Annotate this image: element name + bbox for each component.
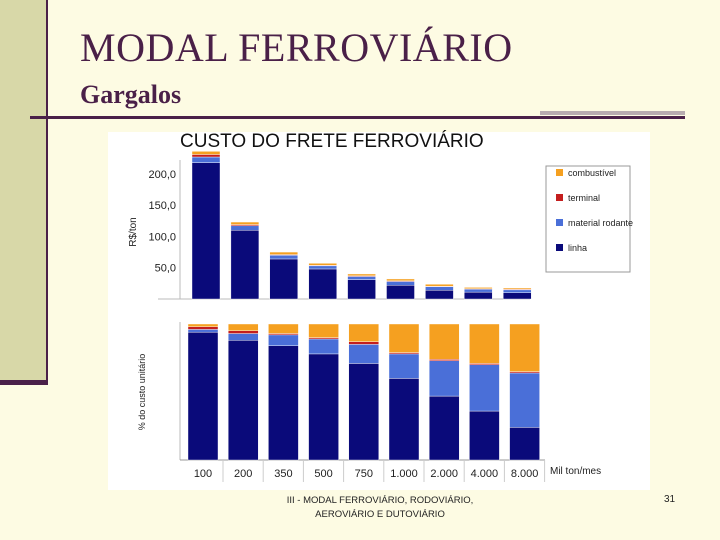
- top-bar-segment: [308, 268, 337, 300]
- top-bar-segment: [425, 284, 454, 287]
- top-bar-segment: [230, 221, 260, 225]
- legend-label: terminal: [568, 193, 600, 203]
- bottom-y-axis-label: % do custo unitário: [137, 354, 147, 431]
- top-bar-segment: [386, 285, 415, 300]
- x-tick-label: 350: [274, 468, 292, 480]
- bottom-bar-segment: [469, 363, 500, 366]
- bottom-bar-segment: [187, 329, 219, 333]
- legend-swatch: [556, 169, 563, 176]
- top-y-axis-label: R$/ton: [128, 217, 139, 246]
- top-bar-segment: [191, 162, 221, 300]
- top-bar-segment: [269, 255, 298, 260]
- bottom-bar-segment: [227, 323, 259, 332]
- legend-box: [545, 165, 631, 273]
- legend-label: linha: [568, 243, 587, 253]
- bottom-bar-segment: [429, 395, 460, 461]
- bottom-bar-segment: [509, 323, 540, 372]
- bottom-bar-segment: [227, 340, 259, 461]
- bottom-bar-segment: [469, 410, 500, 461]
- bottom-bar-segment: [388, 378, 420, 461]
- footer-line-2: AEROVIÁRIO E DUTOVIÁRIO: [315, 509, 445, 520]
- bottom-bar-segment: [268, 345, 299, 461]
- top-bar-segment: [464, 291, 493, 300]
- top-bar-segment: [347, 273, 376, 277]
- bottom-bar-segment: [227, 333, 259, 341]
- legend-label: material rodante: [568, 218, 633, 228]
- bottom-bar-segment: [187, 331, 219, 461]
- top-bar-segment: [425, 286, 454, 291]
- bottom-bar-segment: [469, 364, 500, 412]
- legend-swatch: [556, 219, 563, 226]
- bottom-bar-segment: [388, 352, 420, 355]
- bottom-bar-segment: [348, 341, 379, 345]
- top-bar-segment: [386, 281, 415, 286]
- legend-swatch: [556, 244, 563, 251]
- bottom-bar-segment: [469, 323, 500, 364]
- top-bar-segment: [230, 225, 260, 231]
- bottom-bar-segment: [509, 372, 540, 428]
- x-tick-label: 200: [234, 468, 252, 480]
- x-tick-label: 500: [314, 468, 332, 480]
- bottom-bar-segment: [509, 371, 540, 374]
- x-axis-label: Mil ton/mes: [550, 466, 601, 477]
- legend-swatch: [556, 194, 563, 201]
- legend-label: combustível: [568, 168, 616, 178]
- top-y-tick-label: 200,0: [148, 169, 176, 181]
- top-y-tick-label: 50,0: [155, 263, 176, 275]
- title-rule: [30, 116, 685, 119]
- slide-footer: III - MODAL FERROVIÁRIO, RODOVIÁRIO, AER…: [270, 494, 490, 522]
- bottom-bar-segment: [308, 353, 339, 461]
- left-bar-foot: [0, 380, 48, 385]
- title-rule-shadow: [540, 111, 685, 115]
- x-tick-label: 8.000: [511, 468, 539, 480]
- bottom-bar-segment: [187, 323, 219, 327]
- top-bar-segment: [191, 154, 221, 158]
- top-bar-segment: [269, 258, 298, 300]
- top-y-tick-label: 150,0: [148, 200, 176, 212]
- footer-line-1: III - MODAL FERROVIÁRIO, RODOVIÁRIO,: [286, 495, 474, 506]
- page-number: 31: [664, 494, 676, 505]
- bottom-bar-segment: [429, 360, 460, 397]
- top-bar-segment: [386, 278, 415, 282]
- bottom-bar-segment: [429, 323, 460, 360]
- top-y-tick-label: 100,0: [148, 231, 176, 243]
- top-bar-segment: [308, 263, 337, 266]
- bottom-bar-segment: [308, 337, 339, 340]
- top-bar-segment: [347, 279, 376, 300]
- x-tick-label: 2.000: [430, 468, 458, 480]
- left-decorative-bar: [0, 0, 48, 382]
- bottom-bar-segment: [268, 323, 299, 334]
- top-bar-segment: [308, 265, 337, 270]
- bottom-bar-segment: [268, 334, 299, 346]
- top-bar-segment: [503, 292, 532, 300]
- bottom-bar-segment: [348, 323, 379, 342]
- bottom-bar-segment: [348, 344, 379, 364]
- bottom-bar-segment: [308, 338, 339, 355]
- top-bar-segment: [503, 287, 532, 290]
- bottom-bar-segment: [187, 326, 219, 330]
- x-tick-label: 4.000: [471, 468, 499, 480]
- top-bar-segment: [230, 229, 260, 300]
- bottom-bar-segment: [348, 363, 379, 461]
- x-tick-label: 750: [355, 468, 373, 480]
- top-bar-segment: [269, 251, 298, 255]
- top-bar-segment: [191, 156, 221, 163]
- x-tick-label: 1.000: [390, 468, 418, 480]
- bottom-bar-segment: [268, 333, 299, 336]
- top-bar-segment: [464, 287, 493, 289]
- bottom-bar-segment: [308, 323, 339, 338]
- bottom-bar-segment: [227, 330, 259, 334]
- x-tick-label: 100: [194, 468, 212, 480]
- top-bar-segment: [425, 290, 454, 300]
- bottom-bar-segment: [509, 427, 540, 461]
- bottom-bar-segment: [388, 323, 420, 353]
- bottom-bar-segment: [429, 359, 460, 361]
- top-bar-segment: [191, 151, 221, 155]
- slide-title: MODAL FERROVIÁRIO: [80, 25, 513, 70]
- chart-title: CUSTO DO FRETE FERROVIÁRIO: [180, 131, 484, 152]
- bottom-bar-segment: [388, 353, 420, 379]
- top-bar-segment: [347, 276, 376, 280]
- slide-subtitle: Gargalos: [80, 80, 182, 109]
